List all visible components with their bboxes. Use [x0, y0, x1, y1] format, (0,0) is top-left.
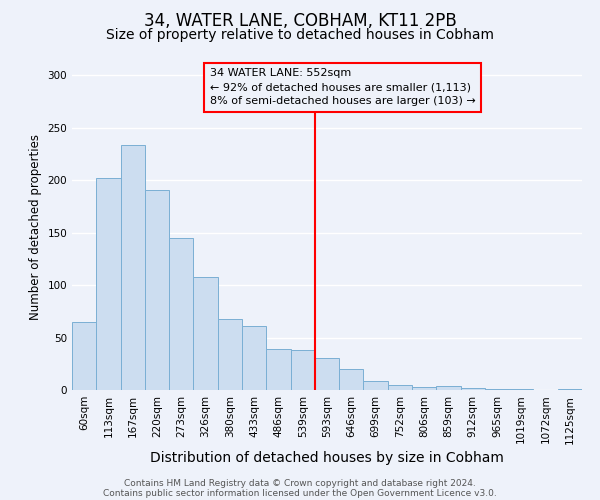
Text: Contains public sector information licensed under the Open Government Licence v3: Contains public sector information licen…	[103, 488, 497, 498]
Bar	[145, 190, 169, 390]
Text: Size of property relative to detached houses in Cobham: Size of property relative to detached ho…	[106, 28, 494, 42]
Bar	[558, 389, 582, 390]
Bar	[339, 369, 364, 390]
Text: 34 WATER LANE: 552sqm
← 92% of detached houses are smaller (1,113)
8% of semi-de: 34 WATER LANE: 552sqm ← 92% of detached …	[210, 68, 475, 106]
Text: Contains HM Land Registry data © Crown copyright and database right 2024.: Contains HM Land Registry data © Crown c…	[124, 478, 476, 488]
Bar	[169, 238, 193, 390]
Bar	[266, 349, 290, 390]
Bar	[461, 388, 485, 390]
Bar	[218, 318, 242, 390]
Bar	[121, 144, 145, 390]
X-axis label: Distribution of detached houses by size in Cobham: Distribution of detached houses by size …	[150, 450, 504, 464]
Bar	[96, 178, 121, 390]
Y-axis label: Number of detached properties: Number of detached properties	[29, 134, 42, 320]
Bar	[485, 389, 509, 390]
Bar	[290, 350, 315, 390]
Bar	[364, 380, 388, 390]
Text: 34, WATER LANE, COBHAM, KT11 2PB: 34, WATER LANE, COBHAM, KT11 2PB	[143, 12, 457, 30]
Bar	[436, 386, 461, 390]
Bar	[193, 277, 218, 390]
Bar	[509, 389, 533, 390]
Bar	[242, 326, 266, 390]
Bar	[412, 387, 436, 390]
Bar	[72, 322, 96, 390]
Bar	[315, 358, 339, 390]
Bar	[388, 385, 412, 390]
